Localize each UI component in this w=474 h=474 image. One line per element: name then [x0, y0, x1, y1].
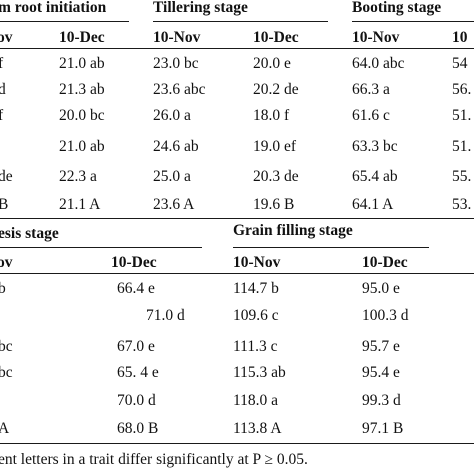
table-cell: 71.0 d — [146, 307, 185, 324]
table-cell: 18.0 f — [253, 107, 290, 124]
stage-header-anthesis: esis stage — [0, 225, 59, 242]
stage-header-tillering: Tillering stage — [153, 0, 248, 16]
table-cell: 51. — [452, 138, 472, 155]
table-cell: 113.8 A — [233, 420, 282, 437]
table-cell: d — [0, 81, 6, 98]
table-cell: 66.3 a — [352, 81, 390, 98]
table-cell: 51. — [452, 107, 472, 124]
table-cell: 21.1 A — [59, 196, 101, 213]
table-cell: 61.6 c — [352, 107, 390, 124]
table-cell: 70.0 d — [117, 392, 156, 409]
header-rule — [0, 247, 202, 248]
stage-header-booting: Booting stage — [352, 0, 442, 16]
table-cell: 100.3 d — [362, 307, 409, 324]
header-rule — [0, 21, 129, 22]
table-cell: 23.6 abc — [153, 81, 206, 98]
table-cell: 65.4 ab — [352, 168, 398, 185]
table-cell: 65. 4 e — [117, 364, 159, 381]
table-cell: f — [0, 55, 4, 72]
header-rule — [233, 247, 429, 248]
table-cell: 22.3 a — [59, 168, 97, 185]
table-rule — [0, 443, 474, 444]
table-cell: 21.3 ab — [59, 81, 105, 98]
table-cell: de — [0, 168, 13, 185]
table-cell: 25.0 a — [153, 168, 191, 185]
table-cell: 109.6 c — [233, 307, 279, 324]
date-header: 10-Nov — [153, 29, 201, 46]
table-cell: 54 — [452, 55, 468, 72]
table-cell: 21.0 ab — [59, 55, 105, 72]
table-cell: 64.1 A — [352, 196, 394, 213]
table-cell: 20.3 de — [253, 168, 299, 185]
table-cell: A — [0, 420, 10, 437]
table-cell: 95.0 e — [362, 280, 400, 297]
table-cell: 24.6 ab — [153, 138, 199, 155]
table-cell: 20.0 bc — [59, 107, 105, 124]
table-cell: 53. — [452, 196, 472, 213]
table-cell: 20.2 de — [253, 81, 299, 98]
table-cell: 21.0 ab — [59, 138, 105, 155]
table-cell: 19.6 B — [253, 196, 295, 213]
date-header: 10-Dec — [362, 254, 408, 271]
table-cell: 95.7 e — [362, 338, 400, 355]
table-cell: bc — [0, 338, 13, 355]
date-header: 10-Dec — [59, 29, 105, 46]
date-header: 10-Dec — [111, 254, 157, 271]
header-rule — [0, 48, 474, 49]
table-cell: 111.3 c — [233, 338, 278, 355]
date-header: 10 — [452, 29, 468, 46]
table-footnote: ent letters in a trait differ significan… — [0, 451, 308, 468]
header-rule — [352, 21, 474, 22]
table-cell: 97.1 B — [362, 420, 404, 437]
date-header: 10-Nov — [233, 254, 281, 271]
table-cell: 66.4 e — [117, 280, 155, 297]
table-cell: b — [0, 280, 6, 297]
stage-header-grain-filling: Grain filling stage — [233, 222, 353, 239]
date-header: 10-Nov — [352, 29, 400, 46]
table-cell: 118.0 a — [233, 392, 279, 409]
table-cell: 64.0 abc — [352, 55, 405, 72]
date-header: ov — [0, 254, 13, 271]
table-cell: 56. — [452, 81, 472, 98]
header-rule — [0, 273, 474, 274]
table-cell: 68.0 B — [117, 420, 159, 437]
header-rule — [153, 21, 328, 22]
table-cell: 63.3 bc — [352, 138, 398, 155]
table-cell: 26.0 a — [153, 107, 191, 124]
table-cell: 99.3 d — [362, 392, 401, 409]
stage-header-root-initiation: m root initiation — [0, 0, 107, 16]
table-cell: 95.4 e — [362, 364, 400, 381]
date-header: ov — [0, 29, 13, 46]
table-cell: 55. — [452, 168, 472, 185]
table-cell: 19.0 ef — [253, 138, 297, 155]
table-cell: 114.7 b — [233, 280, 279, 297]
table-cell: 23.6 A — [153, 196, 195, 213]
table-rule — [0, 218, 474, 219]
table-cell: B — [0, 196, 9, 213]
date-header: 10-Dec — [253, 29, 299, 46]
table-cell: f — [0, 107, 4, 124]
table-cell: 23.0 bc — [153, 55, 199, 72]
table-cell: 115.3 ab — [233, 364, 286, 381]
table-cell: 20.0 e — [253, 55, 291, 72]
table-cell: bc — [0, 364, 13, 381]
table-cell: 67.0 e — [117, 338, 155, 355]
